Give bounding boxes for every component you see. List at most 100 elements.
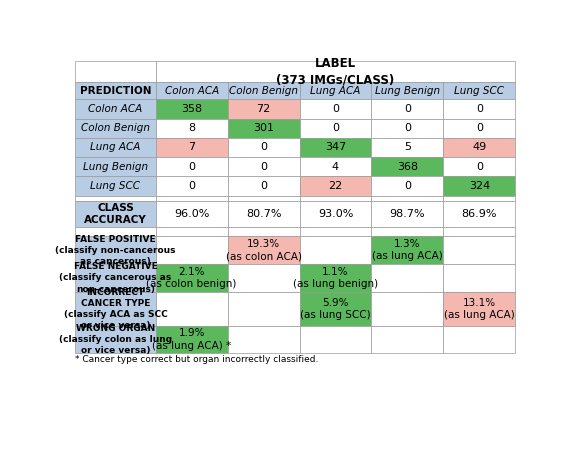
Text: 0: 0 (260, 162, 267, 172)
Bar (156, 157, 228, 176)
Bar (444, 82, 516, 99)
Bar (300, 138, 372, 157)
Text: 358: 358 (181, 104, 202, 114)
Text: 13.1%
(as lung ACA): 13.1% (as lung ACA) (444, 298, 515, 320)
Text: 0: 0 (188, 181, 195, 191)
Bar (156, 196, 228, 201)
Bar (228, 99, 300, 119)
Bar (228, 176, 300, 196)
Bar (444, 292, 516, 326)
Text: Lung SCC: Lung SCC (90, 181, 141, 191)
Bar (444, 157, 516, 176)
Bar (300, 326, 372, 353)
Bar (300, 264, 372, 292)
Text: 0: 0 (404, 181, 411, 191)
Bar (372, 264, 444, 292)
Text: 0: 0 (332, 104, 339, 114)
Bar (300, 99, 372, 119)
Bar (372, 176, 444, 196)
Bar (75, 264, 156, 292)
Bar (156, 82, 228, 99)
Bar (75, 237, 156, 264)
Bar (300, 227, 372, 237)
Bar (75, 176, 156, 196)
Text: 4: 4 (332, 162, 339, 172)
Bar (75, 292, 156, 326)
Bar (444, 138, 516, 157)
Text: 93.0%: 93.0% (318, 209, 353, 219)
Bar (228, 196, 300, 201)
Bar (300, 82, 372, 99)
Text: Colon Benign: Colon Benign (229, 86, 298, 96)
Text: WRONG ORGAN
(classify colon as lung
or vice versa): WRONG ORGAN (classify colon as lung or v… (59, 324, 172, 355)
Bar (444, 227, 516, 237)
Text: Lung ACA: Lung ACA (310, 86, 361, 96)
Bar (372, 157, 444, 176)
Text: Lung Benign: Lung Benign (375, 86, 440, 96)
Text: * Cancer type correct but organ incorrectly classified.: * Cancer type correct but organ incorrec… (75, 355, 319, 364)
Text: 0: 0 (404, 123, 411, 133)
Text: 72: 72 (256, 104, 271, 114)
Text: Lung SCC: Lung SCC (454, 86, 505, 96)
Bar (372, 138, 444, 157)
Text: 7: 7 (188, 142, 195, 152)
Bar (156, 326, 228, 353)
Bar (228, 292, 300, 326)
Bar (156, 201, 228, 227)
Bar (156, 264, 228, 292)
Text: 19.3%
(as colon ACA): 19.3% (as colon ACA) (226, 239, 302, 261)
Bar (228, 157, 300, 176)
Bar (444, 99, 516, 119)
Bar (372, 227, 444, 237)
Bar (372, 201, 444, 227)
Text: 0: 0 (476, 123, 483, 133)
Text: 324: 324 (469, 181, 490, 191)
Text: 2.1%
(as colon benign): 2.1% (as colon benign) (146, 267, 237, 289)
Bar (372, 326, 444, 353)
Text: 5.9%
(as lung SCC): 5.9% (as lung SCC) (300, 298, 371, 320)
Bar (444, 176, 516, 196)
Bar (300, 176, 372, 196)
Bar (444, 119, 516, 138)
Text: INCORRECT
CANCER TYPE
(classify ACA as SCC
or vice versa): INCORRECT CANCER TYPE (classify ACA as S… (63, 288, 167, 330)
Text: 80.7%: 80.7% (246, 209, 281, 219)
Text: 8: 8 (188, 123, 195, 133)
Bar (75, 157, 156, 176)
Text: 1.9%
(as lung ACA) *: 1.9% (as lung ACA) * (152, 328, 231, 351)
Bar (444, 196, 516, 201)
Text: 0: 0 (404, 104, 411, 114)
Text: 86.9%: 86.9% (461, 209, 497, 219)
Bar (228, 119, 300, 138)
Bar (300, 157, 372, 176)
Bar (372, 119, 444, 138)
Text: 5: 5 (404, 142, 411, 152)
Bar (156, 292, 228, 326)
Bar (228, 82, 300, 99)
Text: Lung ACA: Lung ACA (90, 142, 141, 152)
Text: 301: 301 (253, 123, 274, 133)
Bar (75, 61, 156, 82)
Bar (444, 201, 516, 227)
Text: 347: 347 (325, 142, 346, 152)
Bar (372, 82, 444, 99)
Text: FALSE POSITIVE
(classify non-cancerous
as cancerous): FALSE POSITIVE (classify non-cancerous a… (55, 235, 176, 266)
Text: 368: 368 (397, 162, 418, 172)
Bar (156, 119, 228, 138)
Text: 22: 22 (328, 181, 343, 191)
Bar (156, 99, 228, 119)
Text: 98.7%: 98.7% (389, 209, 425, 219)
Bar (300, 196, 372, 201)
Text: 0: 0 (188, 162, 195, 172)
Bar (156, 237, 228, 264)
Bar (372, 99, 444, 119)
Bar (156, 176, 228, 196)
Bar (75, 99, 156, 119)
Text: LABEL
(373 IMGs/CLASS): LABEL (373 IMGs/CLASS) (276, 57, 395, 86)
Bar (300, 237, 372, 264)
Text: 0: 0 (332, 123, 339, 133)
Bar (372, 292, 444, 326)
Bar (156, 61, 516, 82)
Text: 0: 0 (260, 142, 267, 152)
Text: 1.3%
(as lung ACA): 1.3% (as lung ACA) (372, 239, 443, 261)
Bar (228, 237, 300, 264)
